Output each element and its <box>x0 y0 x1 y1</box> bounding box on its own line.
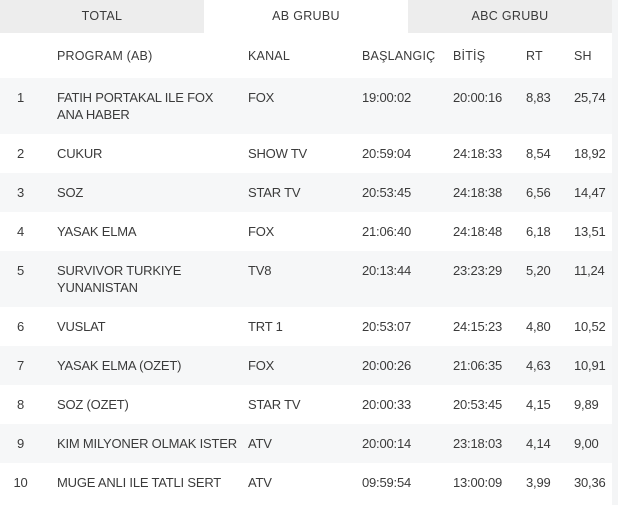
program-name: SOZ (OZET) <box>57 397 129 412</box>
table-row: 1 FATIH PORTAKAL ILE FOX ANA HABER FOX 1… <box>0 78 612 134</box>
start-time: 20:59:04 <box>362 146 412 161</box>
share-sh: 30,36 <box>574 475 606 490</box>
end-time: 23:23:29 <box>453 263 503 278</box>
start-time: 20:00:33 <box>362 397 412 412</box>
share-sh: 25,74 <box>574 90 606 105</box>
rating-rt: 6,18 <box>526 224 551 239</box>
program-name: SOZ <box>57 185 84 200</box>
table-row: 6 VUSLAT TRT 1 20:53:07 24:15:23 4,80 10… <box>0 307 612 346</box>
share-sh: 10,91 <box>574 358 606 373</box>
channel-name: SHOW TV <box>248 146 308 161</box>
table-body: 1 FATIH PORTAKAL ILE FOX ANA HABER FOX 1… <box>0 78 612 502</box>
channel-name: ATV <box>248 436 272 451</box>
rating-rt: 5,20 <box>526 263 551 278</box>
row-rank: 2 <box>16 146 25 161</box>
table-row: 3 SOZ STAR TV 20:53:45 24:18:38 6,56 14,… <box>0 173 612 212</box>
start-time: 20:53:45 <box>362 185 412 200</box>
header-program: PROGRAM (AB) <box>57 48 153 63</box>
header-end: BİTİŞ <box>453 48 486 63</box>
share-sh: 11,24 <box>574 263 605 278</box>
rating-rt: 8,83 <box>526 90 551 105</box>
table-row: 8 SOZ (OZET) STAR TV 20:00:33 20:53:45 4… <box>0 385 612 424</box>
share-sh: 14,47 <box>574 185 606 200</box>
row-rank: 1 <box>16 90 25 105</box>
program-name: FATIH PORTAKAL ILE FOX ANA HABER <box>57 90 214 122</box>
table-row: 5 SURVIVOR TURKIYE YUNANISTAN TV8 20:13:… <box>0 251 612 307</box>
program-name: CUKUR <box>57 146 103 161</box>
rating-rt: 4,80 <box>526 319 551 334</box>
rating-rt: 8,54 <box>526 146 551 161</box>
start-time: 09:59:54 <box>362 475 412 490</box>
rating-rt: 4,15 <box>526 397 551 412</box>
channel-name: STAR TV <box>248 185 301 200</box>
share-sh: 10,52 <box>574 319 606 334</box>
table-row: 10 MUGE ANLI ILE TATLI SERT ATV 09:59:54… <box>0 463 612 502</box>
program-name: KIM MILYONER OLMAK ISTER <box>57 436 237 451</box>
rating-rt: 4,14 <box>526 436 551 451</box>
table-header: PROGRAM (AB) KANAL BAŞLANGIÇ BİTİŞ RT SH <box>0 33 612 78</box>
end-time: 20:53:45 <box>453 397 503 412</box>
share-sh: 18,92 <box>574 146 606 161</box>
end-time: 13:00:09 <box>453 475 503 490</box>
share-sh: 9,00 <box>574 436 599 451</box>
table-row: 2 CUKUR SHOW TV 20:59:04 24:18:33 8,54 1… <box>0 134 612 173</box>
header-start: BAŞLANGIÇ <box>362 48 436 63</box>
rating-rt: 3,99 <box>526 475 551 490</box>
program-name: MUGE ANLI ILE TATLI SERT <box>57 475 222 490</box>
channel-name: FOX <box>248 358 275 373</box>
channel-name: FOX <box>248 224 275 239</box>
header-channel: KANAL <box>248 48 290 63</box>
header-sh: SH <box>574 48 592 63</box>
header-rt: RT <box>526 48 543 63</box>
end-time: 20:00:16 <box>453 90 503 105</box>
channel-name: TV8 <box>248 263 272 278</box>
row-rank: 10 <box>13 475 28 490</box>
tab-bar: TOTAL AB GRUBU ABC GRUBU <box>0 0 612 33</box>
table-row: 4 YASAK ELMA FOX 21:06:40 24:18:48 6,18 … <box>0 212 612 251</box>
program-name: YASAK ELMA (OZET) <box>57 358 182 373</box>
end-time: 24:15:23 <box>453 319 503 334</box>
row-rank: 5 <box>16 263 25 278</box>
share-sh: 9,89 <box>574 397 599 412</box>
tab-ab-grubu[interactable]: AB GRUBU <box>204 0 408 33</box>
rating-rt: 4,63 <box>526 358 551 373</box>
end-time: 21:06:35 <box>453 358 503 373</box>
channel-name: ATV <box>248 475 272 490</box>
rating-rt: 6,56 <box>526 185 551 200</box>
row-rank: 7 <box>16 358 25 373</box>
start-time: 20:13:44 <box>362 263 412 278</box>
tab-total[interactable]: TOTAL <box>0 0 204 33</box>
program-name: YASAK ELMA <box>57 224 137 239</box>
end-time: 24:18:33 <box>453 146 503 161</box>
channel-name: STAR TV <box>248 397 301 412</box>
program-name: SURVIVOR TURKIYE YUNANISTAN <box>57 263 182 295</box>
row-rank: 8 <box>16 397 25 412</box>
start-time: 20:53:07 <box>362 319 412 334</box>
table-row: 7 YASAK ELMA (OZET) FOX 20:00:26 21:06:3… <box>0 346 612 385</box>
start-time: 21:06:40 <box>362 224 412 239</box>
row-rank: 4 <box>16 224 25 239</box>
share-sh: 13,51 <box>574 224 606 239</box>
start-time: 20:00:26 <box>362 358 412 373</box>
tab-abc-grubu[interactable]: ABC GRUBU <box>408 0 612 33</box>
row-rank: 9 <box>16 436 25 451</box>
start-time: 19:00:02 <box>362 90 412 105</box>
row-rank: 3 <box>16 185 25 200</box>
program-name: VUSLAT <box>57 319 106 334</box>
end-time: 23:18:03 <box>453 436 503 451</box>
start-time: 20:00:14 <box>362 436 412 451</box>
end-time: 24:18:38 <box>453 185 503 200</box>
table-row: 9 KIM MILYONER OLMAK ISTER ATV 20:00:14 … <box>0 424 612 463</box>
channel-name: FOX <box>248 90 275 105</box>
channel-name: TRT 1 <box>248 319 283 334</box>
end-time: 24:18:48 <box>453 224 503 239</box>
row-rank: 6 <box>16 319 25 334</box>
